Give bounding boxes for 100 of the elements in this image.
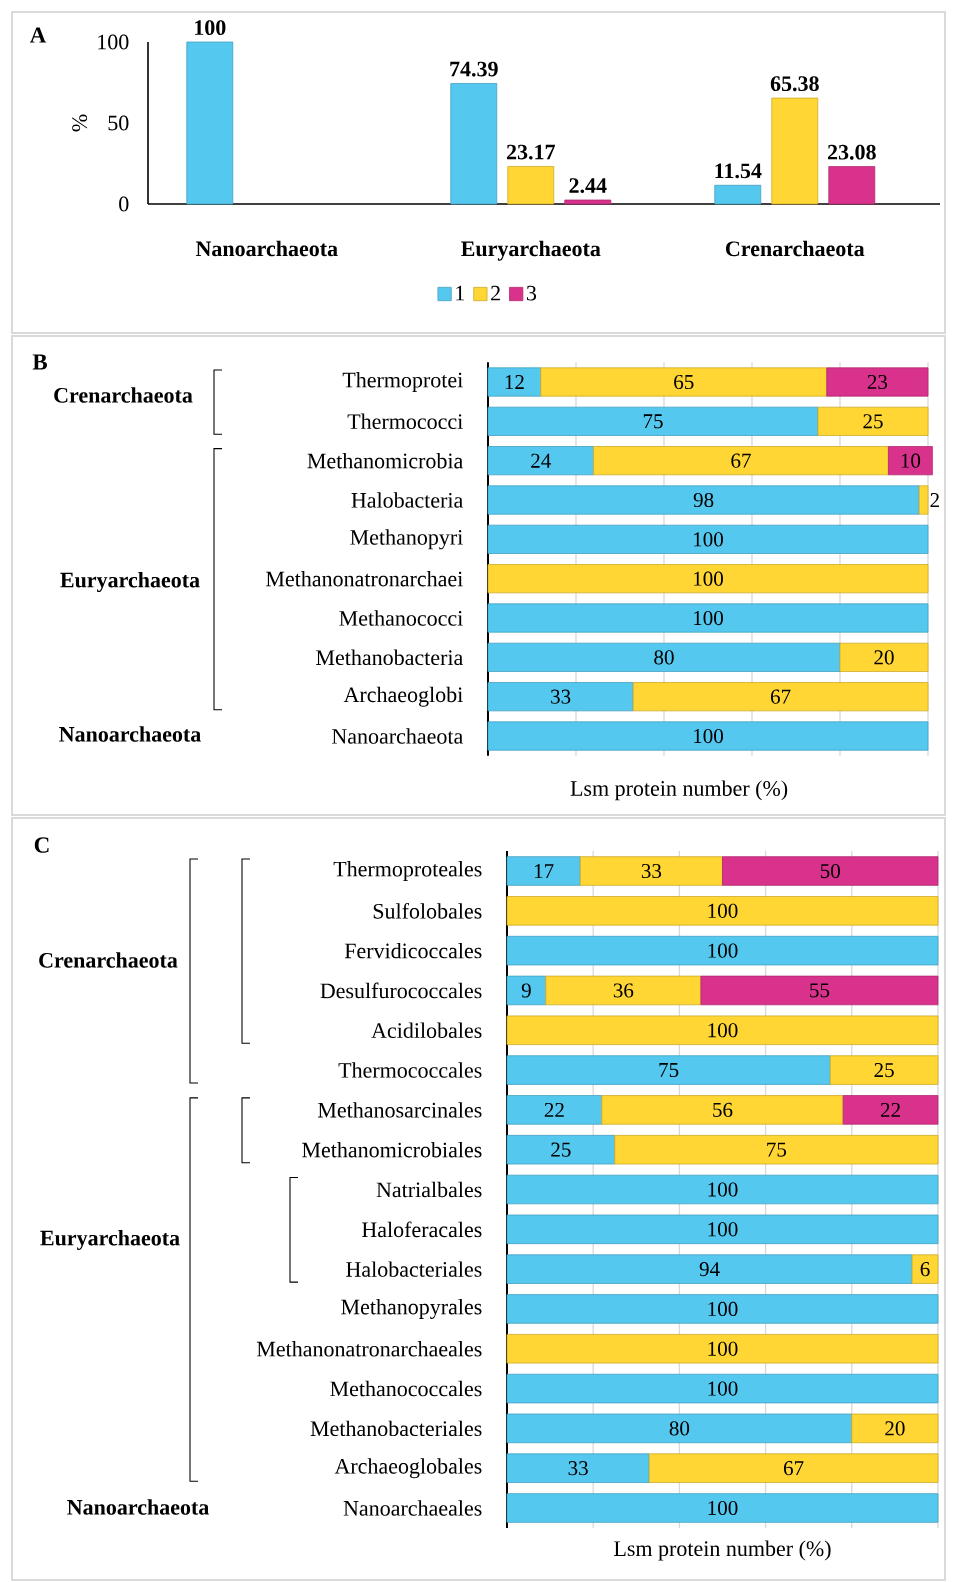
data-label: 100: [708, 1023, 738, 1038]
text: Crenarchaeota: [54, 387, 193, 403]
bar: [487, 406, 819, 436]
data-label: 75: [643, 414, 663, 429]
data-label: 74.39: [450, 61, 498, 77]
bar: [186, 41, 234, 205]
data-label: 23.08: [827, 144, 876, 160]
data-label: 100: [694, 571, 723, 586]
text: Euryarchaeota: [60, 572, 200, 593]
data-label: 100: [195, 20, 226, 36]
bar: [829, 1055, 939, 1085]
bar: [700, 975, 939, 1006]
y-tick-label: Sulfolobales: [373, 902, 482, 919]
bar: [828, 166, 876, 205]
bar: [506, 1334, 939, 1364]
bar: [911, 1254, 939, 1284]
data-label: 67: [783, 1461, 804, 1476]
data-label: 55: [810, 983, 830, 998]
y-tick-label: Archaeoglobi: [343, 686, 463, 707]
bar: [506, 1055, 831, 1085]
bar: [601, 1095, 844, 1125]
text: Nanoarchaeota: [67, 1499, 209, 1515]
data-label: 100: [708, 903, 738, 918]
data-label: 20: [874, 650, 894, 665]
x-tick-label: Euryarchaeota: [461, 240, 601, 261]
data-label: 100: [708, 1341, 738, 1356]
data-label: 100: [708, 1182, 738, 1197]
data-label: 33: [641, 863, 662, 879]
bar: [487, 564, 929, 594]
y-tick-label: Halobacteria: [351, 492, 464, 508]
data-label: 9: [521, 983, 531, 998]
text: Nanoarchaeota: [59, 726, 201, 742]
bar: [851, 1413, 939, 1444]
data-label: 100: [694, 728, 723, 744]
y-tick-label: Thermococci: [347, 413, 463, 430]
bar: [714, 184, 762, 205]
data-label: 36: [613, 983, 634, 998]
y-tick-label: Fervidicoccales: [344, 942, 482, 959]
bar: [487, 485, 920, 515]
bar: [506, 1174, 939, 1205]
data-label: 2: [930, 493, 939, 507]
y-axis-title: %: [72, 114, 88, 132]
y-tick-label: Methanosarcinales: [317, 1102, 482, 1118]
bar: [487, 603, 929, 633]
y-tick-label: Thermoprotei: [342, 372, 463, 392]
bar: [826, 367, 929, 397]
bar: [487, 524, 929, 554]
data-label: 100: [708, 1222, 738, 1237]
bar: [487, 721, 929, 751]
text: C: [34, 837, 49, 853]
y-tick-label: Desulfurococcales: [320, 982, 482, 999]
bar: [648, 1453, 939, 1483]
y-tick-label: Methanomicrobia: [307, 452, 464, 469]
bar: [507, 166, 555, 205]
data-label: 25: [874, 1063, 894, 1078]
bar: [450, 83, 498, 205]
bar: [506, 856, 581, 886]
y-tick-label: Methanopyri: [350, 529, 463, 550]
data-label: 100: [694, 532, 723, 547]
y-tick-label: Haloferacales: [361, 1221, 482, 1238]
data-label: 25: [551, 1142, 571, 1157]
text: Euryarchaeota: [40, 1229, 180, 1250]
y-tick-label: Methanonatronarchaeales: [256, 1341, 482, 1357]
data-label: 80: [654, 650, 674, 665]
y-tick-label: Methanobacteriales: [310, 1420, 482, 1437]
bar: [487, 367, 542, 397]
legend-label: 2: [491, 285, 500, 301]
data-label: 94: [699, 1262, 720, 1277]
y-tick-label: Thermococcales: [338, 1062, 482, 1078]
y-tick-label: 50: [108, 115, 129, 131]
y-tick-label: Methanopyrales: [341, 1298, 482, 1319]
x-tick-label: Crenarchaeota: [726, 240, 865, 257]
bar: [887, 446, 933, 476]
legend-label: 1: [456, 285, 464, 301]
y-tick-label: Methanobacteria: [316, 649, 464, 666]
data-label: 100: [708, 1301, 738, 1317]
y-tick-label: Methanonatronarchaei: [266, 570, 463, 587]
x-tick-label: Nanoarchaeota: [195, 240, 338, 257]
bar: [564, 199, 612, 205]
bar: [722, 856, 939, 886]
y-tick-label: Natrialbales: [376, 1181, 482, 1198]
bar: [506, 1095, 603, 1125]
data-label: 100: [694, 610, 723, 626]
x-axis-title: Lsm protein number (%): [614, 1540, 831, 1561]
bar: [632, 682, 929, 712]
bar: [506, 1453, 650, 1483]
y-tick-label: Archaeoglobales: [334, 1458, 482, 1479]
legend-label: 3: [526, 285, 537, 301]
bar: [506, 975, 547, 1006]
data-label: 98: [693, 492, 714, 508]
bar: [771, 97, 819, 205]
bar: [487, 446, 594, 476]
data-label: 12: [505, 375, 524, 389]
bar: [506, 1493, 939, 1523]
data-label: 24: [531, 453, 551, 468]
bar: [540, 367, 828, 397]
y-tick-label: Halobacteriales: [346, 1261, 482, 1277]
data-label: 22: [880, 1102, 900, 1117]
data-label: 67: [770, 689, 791, 704]
data-label: 6: [920, 1262, 930, 1277]
